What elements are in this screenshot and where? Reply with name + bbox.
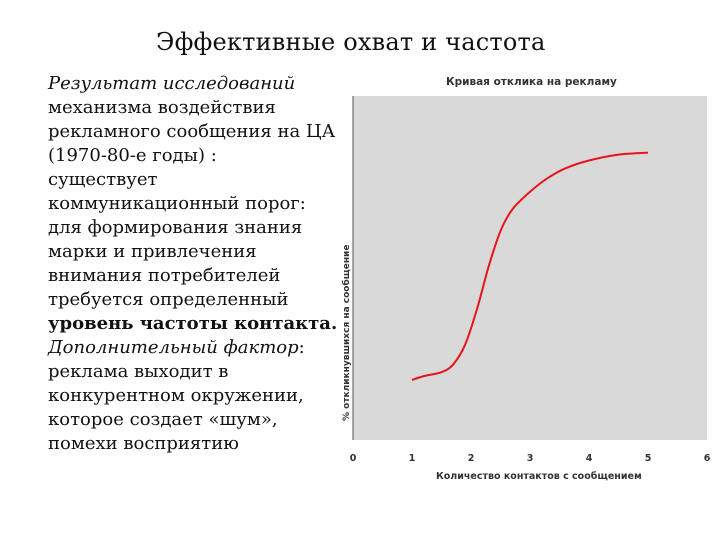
body-text: Результат исследований механизма воздейс…: [48, 72, 343, 456]
response-curve-line: [411, 151, 649, 381]
x-axis-label: Количество контактов с сообщением: [436, 471, 642, 482]
slide-title: Эффективные охват и частота: [156, 28, 546, 56]
x-tick-label: 4: [586, 453, 593, 464]
bold-phrase: уровень частоты контакта.: [48, 313, 338, 334]
x-tick-label: 2: [468, 453, 475, 464]
x-tick-label: 0: [350, 453, 357, 464]
paragraph-2-text: существует коммуникационный порог: для ф…: [48, 169, 306, 310]
paragraph-2: существует коммуникационный порог: для ф…: [48, 168, 343, 336]
paragraph-1-text: механизма воздействия рекламного сообщен…: [48, 97, 336, 166]
italic-lead: Результат исследований: [48, 73, 296, 94]
x-tick-label: 1: [409, 453, 416, 464]
plot-background: [353, 96, 707, 440]
paragraph-3-text: : реклама выходит в конкурентном окружен…: [48, 337, 305, 454]
response-curve-chart: Кривая отклика на рекламу 0 1 2 3 4 5 6 % откл…: [330, 70, 720, 540]
chart-title: Кривая отклика на рекламу: [446, 76, 617, 88]
chart-plot: 0 1 2 3 4 5 6: [350, 96, 711, 464]
paragraph-1: Результат исследований механизма воздейс…: [48, 72, 343, 168]
x-tick-label: 3: [527, 453, 534, 464]
x-tick-label: 5: [645, 453, 652, 464]
x-tick-label: 6: [704, 453, 711, 464]
paragraph-3: Дополнительный фактор: реклама выходит в…: [48, 336, 343, 456]
y-axis-label: % откликнувшихся на сообщение: [342, 244, 352, 421]
italic-factor: Дополнительный фактор: [48, 337, 299, 358]
